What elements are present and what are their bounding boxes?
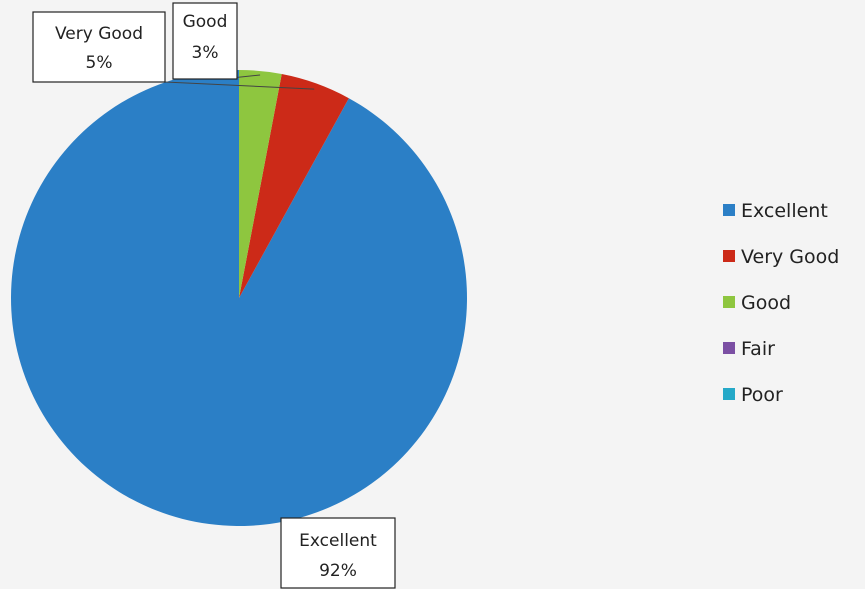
data-label-good-percent: 3% <box>192 43 219 63</box>
leader-line-very-good <box>164 81 315 90</box>
pie-slice-very-good <box>239 74 349 298</box>
data-label-good: Good 3% <box>172 2 238 80</box>
data-label-good-category: Good <box>183 12 228 32</box>
data-label-very-good: Very Good 5% <box>32 11 166 83</box>
legend-label-fair: Fair <box>741 338 775 360</box>
legend-swatch-good <box>723 296 735 308</box>
legend-label-poor: Poor <box>741 384 783 406</box>
pie-slices <box>11 70 468 526</box>
data-label-excellent-category: Excellent <box>299 531 377 551</box>
data-label-very-good-percent: 5% <box>86 53 113 73</box>
legend-swatch-excellent <box>723 204 735 216</box>
pie-slice-good <box>239 70 282 298</box>
legend-swatch-very-good <box>723 250 735 262</box>
legend-label-very-good: Very Good <box>741 246 839 268</box>
legend-label-excellent: Excellent <box>741 200 828 222</box>
legend-swatch-poor <box>723 388 735 400</box>
legend-label-good: Good <box>741 292 791 314</box>
legend: Excellent Very Good Good Fair Poor <box>723 200 839 406</box>
data-label-very-good-category: Very Good <box>55 24 143 44</box>
legend-swatch-fair <box>723 342 735 354</box>
data-label-excellent-percent: 92% <box>319 561 357 581</box>
pie-slice-excellent <box>11 70 468 526</box>
data-label-excellent: Excellent 92% <box>280 517 396 589</box>
